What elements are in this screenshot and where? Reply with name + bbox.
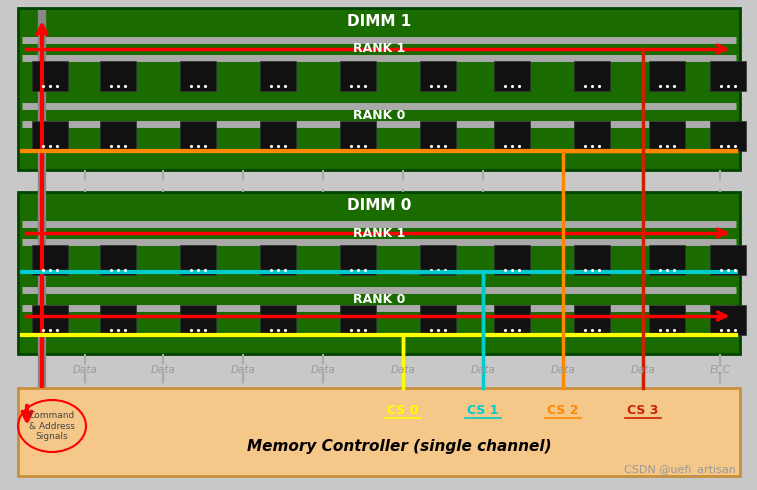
Bar [260, 61, 296, 91]
Bar [18, 8, 740, 170]
Bar [340, 121, 376, 151]
Bar [260, 121, 296, 151]
Bar [710, 245, 746, 275]
Bar [18, 388, 740, 476]
Bar [18, 192, 740, 354]
Text: RANK 0: RANK 0 [353, 293, 405, 305]
Bar [574, 61, 610, 91]
Text: Data: Data [631, 365, 656, 375]
Text: Data: Data [151, 365, 176, 375]
Text: RANK 1: RANK 1 [353, 226, 405, 240]
Bar [494, 121, 530, 151]
Bar [340, 305, 376, 335]
Bar [180, 305, 216, 335]
Text: CS 3: CS 3 [628, 403, 659, 416]
Text: CSDN @uefi_artisan: CSDN @uefi_artisan [624, 465, 736, 475]
Bar [420, 245, 456, 275]
Bar [32, 61, 68, 91]
Text: Memory Controller (single channel): Memory Controller (single channel) [247, 439, 551, 454]
Bar [710, 121, 746, 151]
Bar [260, 305, 296, 335]
Text: Data: Data [391, 365, 416, 375]
Bar [32, 245, 68, 275]
Bar [180, 61, 216, 91]
Text: DIMM 1: DIMM 1 [347, 14, 411, 28]
Bar [649, 121, 685, 151]
Bar [420, 305, 456, 335]
Bar [100, 121, 136, 151]
Bar [420, 61, 456, 91]
Bar [649, 245, 685, 275]
Bar [180, 121, 216, 151]
Text: CS 1: CS 1 [467, 403, 499, 416]
Text: Data: Data [550, 365, 575, 375]
Bar [574, 245, 610, 275]
Text: CS 0: CS 0 [388, 403, 419, 416]
Bar [100, 61, 136, 91]
Text: Data: Data [73, 365, 98, 375]
Bar [494, 305, 530, 335]
Text: ECC: ECC [709, 365, 731, 375]
Bar [180, 245, 216, 275]
Bar [100, 245, 136, 275]
Text: CS 2: CS 2 [547, 403, 579, 416]
Bar [420, 121, 456, 151]
Bar [649, 61, 685, 91]
Bar [340, 245, 376, 275]
Bar [32, 305, 68, 335]
Text: RANK 1: RANK 1 [353, 43, 405, 55]
Bar [574, 305, 610, 335]
Bar [340, 61, 376, 91]
Bar [574, 121, 610, 151]
Text: Data: Data [231, 365, 255, 375]
Text: DIMM 0: DIMM 0 [347, 197, 411, 213]
Bar [649, 305, 685, 335]
Bar [100, 305, 136, 335]
Bar [260, 245, 296, 275]
Bar [494, 61, 530, 91]
Text: RANK 0: RANK 0 [353, 108, 405, 122]
Text: Command
& Address
Signals: Command & Address Signals [29, 411, 75, 441]
Bar [32, 121, 68, 151]
Text: Data: Data [310, 365, 335, 375]
Bar [494, 245, 530, 275]
Bar [710, 61, 746, 91]
Text: Data: Data [471, 365, 495, 375]
Bar [710, 305, 746, 335]
